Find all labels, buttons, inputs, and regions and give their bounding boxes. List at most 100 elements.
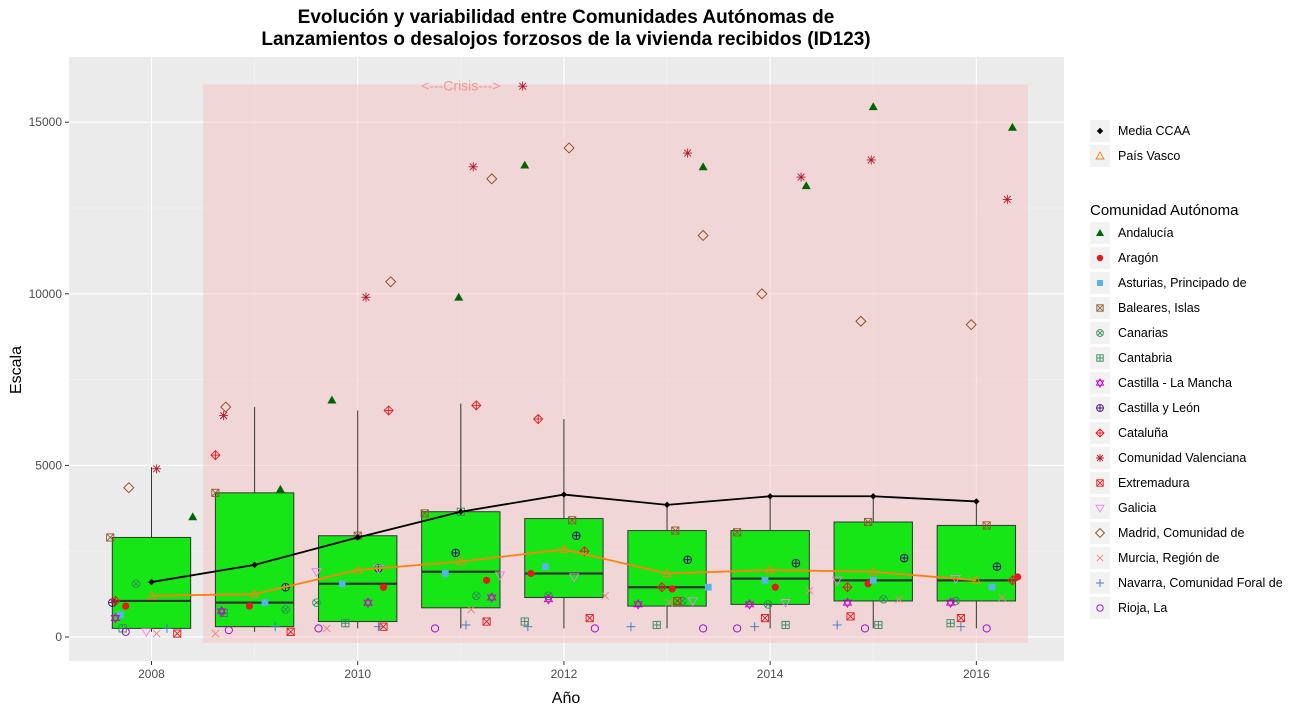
point-region-13-3: [467, 605, 476, 614]
y-tick-label-5000: 5000: [35, 458, 62, 472]
point-region-4-2: [312, 598, 321, 607]
point-region-9-6: [796, 172, 806, 182]
point-region-10-0: [173, 629, 182, 638]
point-region-9-4: [518, 81, 528, 91]
point-region-12-8: [965, 319, 977, 331]
legend-title: Comunidad Autónoma: [1090, 202, 1239, 219]
y-tick-label-0: 0: [55, 630, 62, 644]
point-region-6-4: [543, 593, 554, 605]
point-region-14-7: [832, 620, 842, 630]
point-region-3-6: [733, 528, 742, 537]
x-tick-label-2016: 2016: [963, 667, 990, 681]
point-region-12-2: [385, 276, 397, 288]
point-region-12-1: [220, 401, 232, 413]
point-region-7-6: [791, 558, 801, 568]
point-region-0-0: [188, 512, 198, 521]
point-region-1-5: [668, 585, 676, 593]
point-region-14-2: [373, 622, 383, 632]
series-point-1-5: [663, 501, 671, 509]
point-region-5-2: [341, 619, 350, 628]
point-region-5-6: [781, 620, 790, 630]
legend-key-region-1: [1096, 254, 1104, 262]
series-point-1-1: [251, 561, 258, 569]
point-region-7-8: [992, 562, 1002, 571]
point-region-11-3: [494, 571, 506, 581]
point-region-6-8: [945, 597, 956, 609]
crisis-label: <---Crisis--->: [421, 77, 500, 93]
box-2014: [730, 530, 810, 605]
point-region-14-6: [750, 622, 760, 632]
point-region-5-7: [874, 620, 883, 630]
point-region-0-4: [520, 160, 530, 169]
legend-label-region-10: Extremadura: [1118, 476, 1190, 490]
legend-label-region-14: Navarra, Comunidad Foral de: [1118, 576, 1283, 590]
x-tick-label-2008: 2008: [138, 667, 165, 681]
legend-key-bg-region-15: [1090, 597, 1110, 619]
legend-key-region-8: [1095, 428, 1105, 438]
series-point-0-5: [662, 568, 672, 577]
point-region-2-5: [704, 583, 712, 591]
point-region-0-6: [801, 181, 811, 190]
box-2015: [833, 521, 913, 602]
series-point-0-3: [456, 556, 466, 565]
point-region-11-0: [141, 628, 152, 638]
point-region-12-4: [563, 142, 575, 154]
legend-label-region-2: Asturias, Principado de: [1118, 276, 1247, 290]
point-region-12-6: [756, 288, 768, 300]
point-region-9-8: [1002, 194, 1012, 204]
legend-label-region-0: Andalucía: [1118, 226, 1174, 240]
legend-label-region-12: Madrid, Comunidad de: [1118, 526, 1245, 540]
point-region-6-0: [110, 612, 121, 624]
box-2012: [524, 518, 604, 599]
series-point-0-8: [971, 575, 982, 584]
legend-label-series-1: País Vasco: [1118, 149, 1180, 163]
point-region-1-2: [379, 583, 388, 591]
point-region-14-0: [162, 623, 172, 633]
point-region-9-1: [219, 411, 229, 421]
legend-key-bg-series-1: [1090, 145, 1110, 167]
legend-label-region-1: Aragón: [1118, 251, 1158, 265]
legend-label-region-8: Cataluña: [1118, 426, 1168, 440]
point-region-6-2: [363, 597, 373, 609]
y-tick-label-15000: 15000: [29, 115, 63, 129]
chart-title-line1: Evolución y variabilidad entre Comunidad…: [298, 7, 835, 28]
series-point-1-2: [354, 534, 361, 541]
point-region-10-3: [482, 617, 491, 626]
point-region-4-3: [472, 591, 481, 601]
point-region-12-7: [855, 315, 867, 327]
point-region-14-4: [523, 622, 533, 632]
legend-label-region-7: Castilla y León: [1118, 401, 1200, 415]
plot-layer: <---Crisis---> 0 5000 10000 15000 2008 2010 201…: [29, 57, 1064, 681]
x-axis-title: Año: [552, 690, 581, 707]
point-region-3-3: [420, 509, 429, 518]
legend-label-region-9: Comunidad Valenciana: [1118, 451, 1246, 465]
point-region-3-7: [864, 517, 873, 527]
box-2016: [936, 524, 1017, 602]
legend-key-region-4: [1096, 329, 1104, 337]
x-tick-label-2014: 2014: [757, 667, 784, 681]
series-point-1-7: [870, 493, 877, 500]
legend-key-series-0: [1096, 127, 1104, 135]
point-region-8-4: [533, 413, 544, 425]
point-region-2-3: [441, 570, 449, 577]
point-region-11-5: [687, 597, 699, 607]
point-region-14-3: [461, 620, 471, 630]
legend-key-bg-region-6: [1090, 372, 1110, 394]
point-region-0-3: [454, 292, 464, 301]
point-region-4-0: [131, 579, 141, 589]
point-region-6-6: [744, 598, 755, 610]
point-region-8-8: [1007, 575, 1018, 586]
point-region-13-0: [152, 629, 161, 638]
point-region-1-4: [527, 569, 535, 578]
point-region-8-0: [110, 595, 121, 607]
series-point-1-6: [766, 493, 774, 500]
series-point-0-4: [559, 544, 569, 553]
point-region-2-0: [117, 611, 124, 619]
legend-key-region-5: [1096, 354, 1104, 362]
point-region-0-8: [1007, 122, 1017, 131]
point-region-15-6: [733, 624, 742, 633]
box-2011: [421, 511, 501, 609]
box-2009: [214, 492, 295, 628]
